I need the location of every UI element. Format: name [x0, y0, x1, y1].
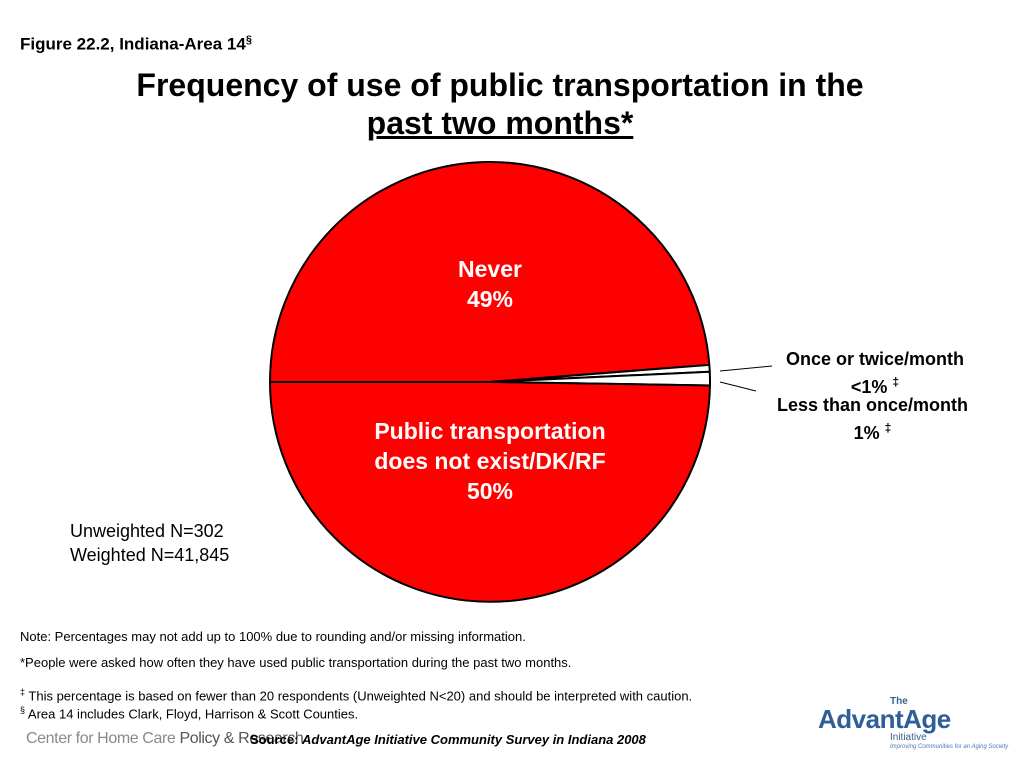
slice-never-name: Never	[458, 256, 522, 282]
note-rounding: Note: Percentages may not add up to 100%…	[20, 629, 526, 644]
slice-once-twice-name: Once or twice/month	[785, 349, 965, 369]
aa-logo-name: AdvantAge	[818, 704, 951, 734]
aa-logo-the: The	[890, 696, 908, 707]
note-area: § Area 14 includes Clark, Floyd, Harriso…	[20, 705, 358, 721]
aa-logo-initiative: Initiative	[890, 732, 927, 743]
slice-less-than-once-name: Less than once/month	[776, 395, 969, 415]
cfhc-logo-part2: Policy & Research	[179, 730, 304, 747]
note-caution-mark: ‡	[20, 687, 26, 697]
slice-never-value: 49%	[466, 286, 514, 312]
cfhc-logo: Center for Home Care Policy & Research	[26, 730, 304, 748]
chart-title: Frequency of use of public transportatio…	[0, 66, 1000, 142]
aa-logo-tagline: Improving Communities for an Aging Socie…	[890, 744, 1009, 750]
note-caution: ‡ This percentage is based on fewer than…	[20, 687, 692, 703]
slice-label-less-than-once: Less than once/month 1% ‡	[760, 394, 985, 445]
slice-once-twice-value: <1%	[850, 377, 888, 397]
note-area-mark: §	[20, 705, 26, 715]
note-area-text: Area 14 includes Clark, Floyd, Harrison …	[25, 706, 359, 722]
figure-label-text: Figure 22.2, Indiana-Area 14	[20, 34, 246, 54]
source-line: Source: AdvantAge Initiative Community S…	[250, 732, 646, 747]
slice-does-not-exist-value: 50%	[466, 478, 514, 504]
sample-size: Unweighted N=302 Weighted N=41,845	[70, 519, 229, 567]
slice-less-than-once-footnote: ‡	[884, 421, 892, 435]
cfhc-logo-part1: Center for Home Care	[26, 730, 180, 747]
chart-title-line1: Frequency of use of public transportatio…	[136, 67, 864, 103]
figure-label-mark: §	[245, 34, 252, 46]
weighted-n: Weighted N=41,845	[70, 545, 230, 565]
slice-does-not-exist-name: Public transportation does not exist/DK/…	[374, 418, 606, 474]
chart-title-line2: past two months*	[366, 105, 634, 141]
leader-line-less-than-once	[719, 381, 757, 392]
source-label: Source:	[250, 732, 299, 747]
advantage-initiative-logo: The AdvantAge Initiative Improving Commu…	[818, 696, 1013, 756]
source-text: AdvantAge Initiative Community Survey in…	[302, 732, 646, 747]
unweighted-n: Unweighted N=302	[70, 521, 224, 541]
note-caution-text: This percentage is based on fewer than 2…	[25, 688, 693, 704]
slice-label-never: Never 49%	[410, 254, 570, 314]
slice-label-does-not-exist: Public transportation does not exist/DK/…	[360, 416, 620, 506]
pie-slice-never	[269, 160, 711, 383]
leader-line-once-twice	[719, 365, 773, 372]
slice-less-than-once-value: 1%	[853, 423, 880, 443]
figure-label: Figure 22.2, Indiana-Area 14§	[20, 34, 252, 55]
slice-label-once-twice: Once or twice/month <1% ‡	[770, 348, 980, 399]
note-question: *People were asked how often they have u…	[20, 655, 572, 670]
pie-slice-does-not-exist	[269, 381, 711, 603]
slice-once-twice-footnote: ‡	[892, 375, 900, 389]
